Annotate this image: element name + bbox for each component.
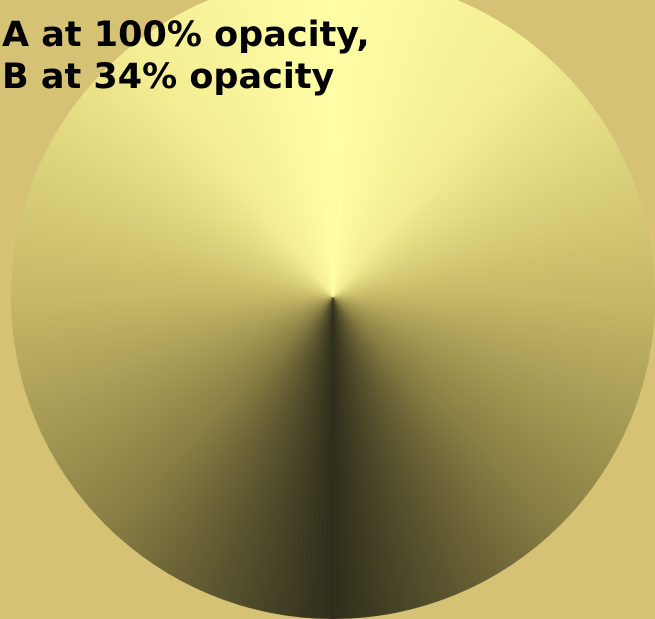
conic-gradient-disc (11, 0, 655, 619)
caption-line: A at 100% opacity, (2, 15, 370, 55)
caption-line: B at 34% opacity (2, 57, 335, 97)
caption: A at 100% opacity, B at 34% opacity (2, 14, 370, 98)
